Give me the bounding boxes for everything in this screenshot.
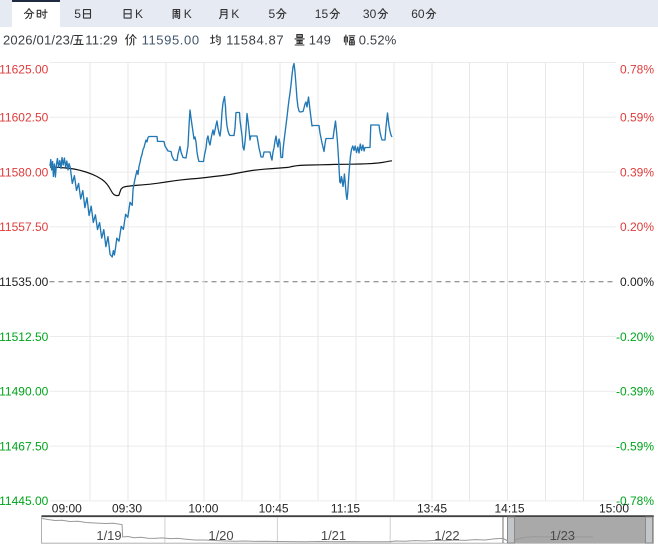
svg-text:-0.59%: -0.59% <box>616 439 654 453</box>
svg-text:1/19: 1/19 <box>96 528 121 543</box>
svg-text:2026/01/23/: 2026/01/23/ <box>3 33 74 48</box>
svg-text:60: 60 <box>411 7 425 21</box>
svg-text:15:00: 15:00 <box>599 502 629 516</box>
svg-text:5: 5 <box>269 7 276 21</box>
svg-text:11467.50: 11467.50 <box>0 439 49 453</box>
svg-text:0.20%: 0.20% <box>620 220 654 234</box>
svg-text:09:30: 09:30 <box>112 502 142 516</box>
svg-text:149: 149 <box>309 33 331 48</box>
svg-text:1/20: 1/20 <box>208 528 233 543</box>
svg-text:09:00: 09:00 <box>52 502 82 516</box>
svg-text:K: K <box>184 7 192 21</box>
svg-text:0.52%: 0.52% <box>359 33 397 48</box>
svg-text:11557.50: 11557.50 <box>0 220 49 234</box>
svg-text:0.59%: 0.59% <box>620 111 654 125</box>
svg-text:11535.00: 11535.00 <box>0 275 49 289</box>
svg-text:-0.78%: -0.78% <box>616 494 654 508</box>
svg-text:1/22: 1/22 <box>434 528 459 543</box>
svg-text:14:15: 14:15 <box>494 502 524 516</box>
svg-text:10:00: 10:00 <box>188 502 218 516</box>
svg-text:K: K <box>135 7 143 21</box>
svg-text:11512.50: 11512.50 <box>0 330 49 344</box>
svg-text:10:45: 10:45 <box>259 502 289 516</box>
svg-text:30: 30 <box>363 7 377 21</box>
svg-text:11625.00: 11625.00 <box>0 63 49 77</box>
svg-text:5: 5 <box>74 7 81 21</box>
svg-text:11580.00: 11580.00 <box>0 165 49 179</box>
svg-text:1/23: 1/23 <box>550 528 575 543</box>
svg-text:1/21: 1/21 <box>321 528 346 543</box>
svg-text:11490.00: 11490.00 <box>0 385 49 399</box>
svg-text:15: 15 <box>315 7 329 21</box>
svg-text:-0.39%: -0.39% <box>616 385 654 399</box>
svg-text:0.00%: 0.00% <box>620 275 654 289</box>
svg-text:11:29: 11:29 <box>85 33 118 48</box>
svg-text:-0.20%: -0.20% <box>616 330 654 344</box>
svg-text:K: K <box>231 7 239 21</box>
svg-text:11:15: 11:15 <box>331 502 360 516</box>
svg-text:11595.00: 11595.00 <box>142 33 200 48</box>
svg-text:13:45: 13:45 <box>417 502 447 516</box>
svg-text:0.78%: 0.78% <box>620 63 654 77</box>
svg-text:0.39%: 0.39% <box>620 165 654 179</box>
svg-text:11602.50: 11602.50 <box>0 111 49 125</box>
svg-text:11445.00: 11445.00 <box>0 494 49 508</box>
svg-text:11584.87: 11584.87 <box>226 33 284 48</box>
